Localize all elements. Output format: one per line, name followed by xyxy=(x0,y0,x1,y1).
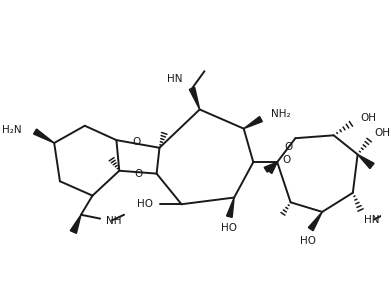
Text: NH₂: NH₂ xyxy=(271,109,290,119)
Text: HN: HN xyxy=(364,215,380,225)
Text: OH: OH xyxy=(375,129,391,139)
Polygon shape xyxy=(34,129,54,143)
Text: O: O xyxy=(134,169,143,179)
Text: NH: NH xyxy=(106,217,121,227)
Polygon shape xyxy=(264,162,277,172)
Text: O: O xyxy=(133,137,141,147)
Polygon shape xyxy=(189,87,200,109)
Polygon shape xyxy=(244,117,262,129)
Text: O: O xyxy=(282,155,290,165)
Polygon shape xyxy=(308,212,322,231)
Text: OH: OH xyxy=(361,113,377,123)
Text: HO: HO xyxy=(137,199,153,209)
Polygon shape xyxy=(267,162,277,174)
Text: HO: HO xyxy=(221,223,237,233)
Polygon shape xyxy=(358,154,374,168)
Text: HN: HN xyxy=(167,74,183,84)
Text: O: O xyxy=(285,142,293,152)
Polygon shape xyxy=(70,215,81,233)
Text: HO: HO xyxy=(300,236,316,246)
Text: H₂N: H₂N xyxy=(2,125,22,135)
Polygon shape xyxy=(226,198,234,217)
